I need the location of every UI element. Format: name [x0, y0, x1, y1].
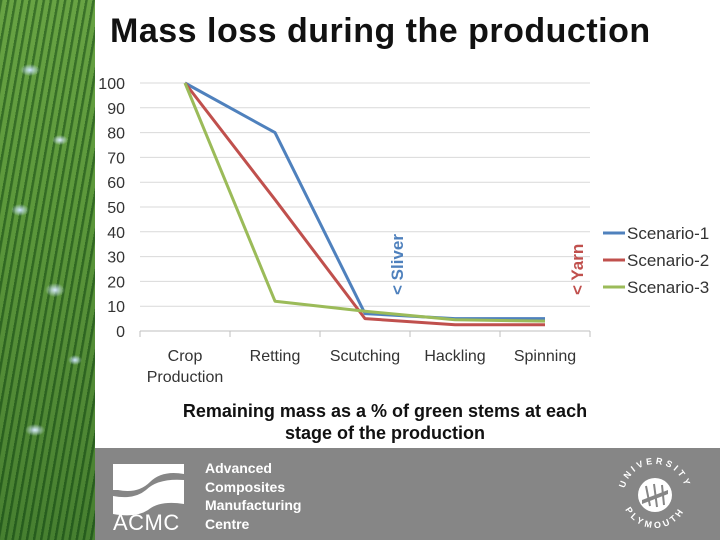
y-tick-label: 70 [107, 150, 125, 167]
acmc-logo-text: ACMC [113, 510, 180, 535]
y-axis-ticks: 0 10 20 30 40 50 60 70 80 90 100 [98, 76, 125, 341]
gridlines [140, 82, 590, 307]
x-tick-label: Retting [250, 348, 301, 365]
chart-caption: Remaining mass as a % of green stems at … [135, 400, 635, 444]
y-tick-label: 20 [107, 274, 125, 291]
y-tick-label: 90 [107, 101, 125, 118]
university-seal-logo: UNIVERSITY PLYMOUTH [617, 456, 690, 531]
y-tick-label: 40 [107, 225, 125, 242]
y-tick-label: 60 [107, 175, 125, 192]
page-title: Mass loss during the production [110, 12, 651, 50]
x-axis-ticks: Crop Production Retting Scutching Hackling Sp… [139, 331, 591, 386]
legend-label: Scenario-1 [627, 224, 709, 243]
y-tick-label: 0 [116, 324, 125, 341]
series-line-scenario-3 [183, 82, 546, 323]
y-tick-label: 30 [107, 250, 125, 267]
acmc-logo [113, 464, 184, 516]
centre-name-line-2: Composites [205, 478, 286, 495]
centre-name: Advanced Composites Manufacturing Centre [205, 459, 301, 533]
y-tick-label: 10 [107, 299, 125, 316]
centre-name-line-4: Centre [205, 515, 250, 532]
flax-field-background [0, 0, 95, 540]
annotation-label: < Yarn [568, 244, 587, 295]
annotation-label: < Sliver [388, 234, 407, 295]
legend-label: Scenario-3 [627, 278, 709, 297]
caption-line-1: Remaining mass as a % of green stems at … [182, 401, 588, 421]
y-tick-label: 50 [107, 200, 125, 217]
centre-name-line-1: Advanced [205, 460, 272, 476]
centre-name-line-3: Manufacturing [205, 497, 302, 513]
x-tick-label: Scutching [330, 348, 400, 365]
series-lines [183, 81, 546, 327]
y-tick-label: 100 [98, 76, 125, 93]
x-tick-label: Spinning [514, 348, 576, 365]
footer-bar: ACMC Advanced Composites Manufacturing C… [95, 448, 720, 540]
x-tick-label: Production [147, 369, 224, 386]
x-tick-label: Hackling [424, 348, 485, 365]
mass-loss-line-chart: 0 10 20 30 40 50 60 70 80 90 100 Crop Production Ret… [98, 76, 709, 386]
chart-legend: Scenario-1 Scenario-2 Scenario-3 [603, 224, 709, 297]
series-line-scenario-2 [183, 82, 545, 327]
chart-annotations: < Sliver < Yarn [388, 234, 587, 295]
series-line-scenario-1 [184, 81, 545, 321]
x-tick-label: Crop [168, 348, 203, 365]
caption-line-2: stage of the production [285, 423, 485, 443]
y-tick-label: 80 [107, 126, 125, 143]
legend-label: Scenario-2 [627, 251, 709, 270]
